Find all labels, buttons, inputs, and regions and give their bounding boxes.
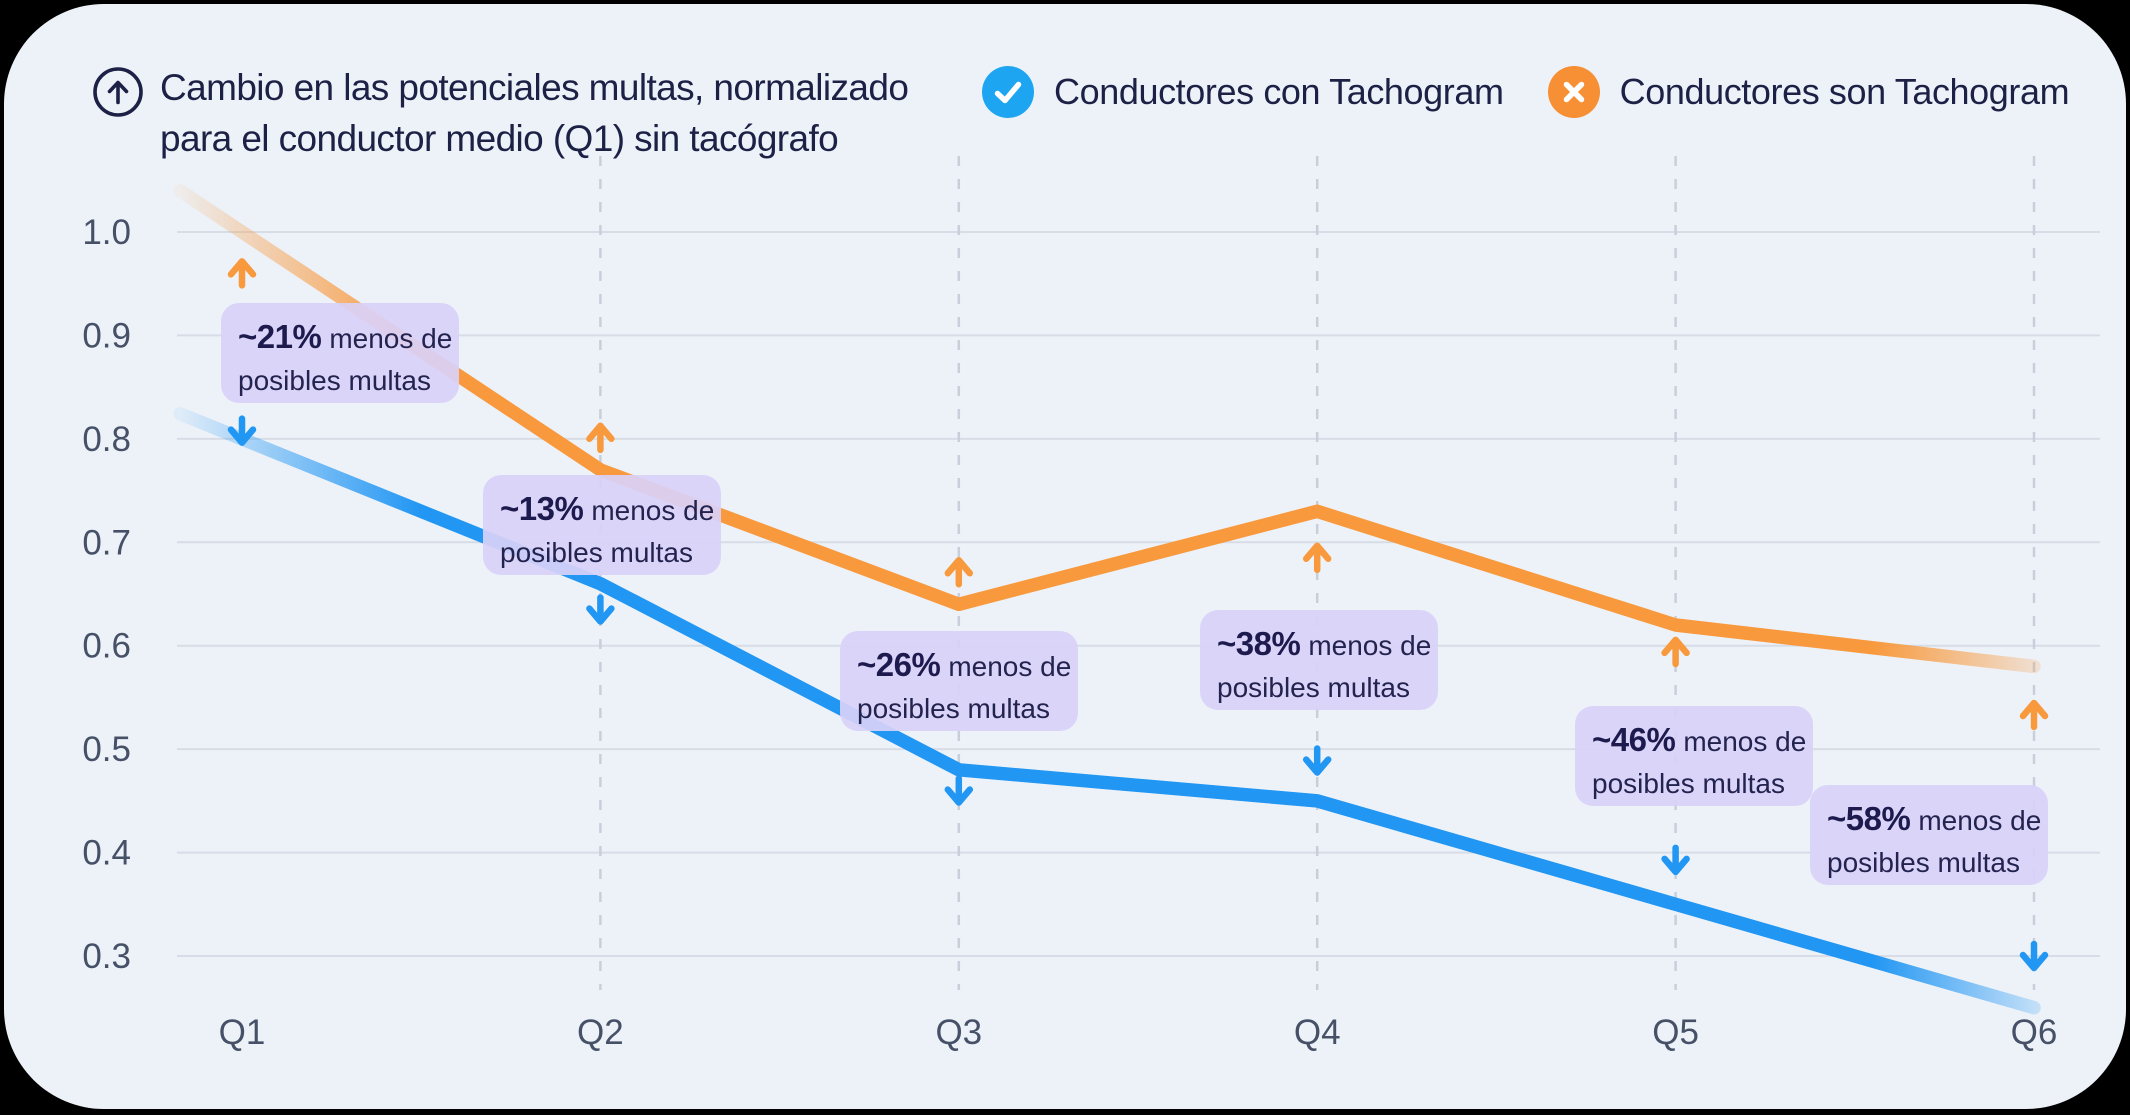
up-arrow-icon [1302, 542, 1332, 574]
y-axis-labels: 1.0 0.9 0.8 0.7 0.6 0.5 0.4 0.3 [82, 213, 131, 976]
down-arrow-markers [227, 415, 2049, 972]
down-arrow-icon [944, 775, 974, 806]
callout-percent: ~46% [1592, 721, 1676, 758]
chart-title: Cambio en las potenciales multas, normal… [160, 62, 909, 164]
callout-line2: posibles multas [857, 693, 1050, 724]
svg-text:0.7: 0.7 [82, 523, 131, 562]
svg-text:0.5: 0.5 [82, 730, 131, 769]
callout-percent: ~26% [857, 646, 941, 683]
legend-item-son-tachogram[interactable]: Conductores son Tachogram [1547, 66, 2070, 118]
check-circle-icon [982, 66, 1034, 118]
callout-line1: ~46% menos de [1592, 721, 1807, 758]
callout-line1: ~21% menos de [238, 318, 453, 355]
svg-text:0.8: 0.8 [82, 420, 131, 459]
callout-line2: posibles multas [1217, 672, 1410, 703]
callout-q1-reduction: ~21% menos de posibles multas [221, 303, 459, 403]
callout-line1: ~13% menos de [500, 490, 715, 527]
svg-text:0.3: 0.3 [82, 937, 131, 976]
callout-q2-reduction: ~13% menos de posibles multas [483, 475, 721, 575]
svg-text:Q6: Q6 [2011, 1013, 2058, 1052]
callout-line1: ~58% menos de [1827, 800, 2042, 837]
callout-percent: ~21% [238, 318, 322, 355]
down-arrow-icon [586, 594, 615, 625]
callout-q6-reduction: ~58% menos de posibles multas [1810, 785, 2048, 885]
chart-card: 1.0 0.9 0.8 0.7 0.6 0.5 0.4 0.3 Q1 Q2 Q3 Q4 Q5 Q6 Cam… [4, 4, 2126, 1109]
svg-text:Q3: Q3 [935, 1013, 982, 1052]
chart-title-line2: para el conductor medio (Q1) sin tacógra… [160, 118, 839, 159]
up-arrow-icon [1661, 636, 1690, 668]
down-arrow-icon [1302, 745, 1332, 776]
callout-line1: ~26% menos de [857, 646, 1072, 683]
legend-label: Conductores son Tachogram [1619, 71, 2070, 112]
callout-line2: posibles multas [1592, 768, 1785, 799]
callout-percent: ~13% [500, 490, 584, 527]
up-arrow-icon [944, 557, 974, 588]
callout-line2: posibles multas [238, 365, 431, 396]
callout-line2: posibles multas [500, 537, 693, 568]
legend-item-con-tachogram[interactable]: Conductores con Tachogram [982, 66, 1504, 118]
svg-text:0.6: 0.6 [82, 627, 131, 666]
up-arrow-icon [227, 258, 257, 289]
callout-percent: ~38% [1217, 625, 1301, 662]
svg-text:1.0: 1.0 [82, 213, 131, 252]
svg-text:0.4: 0.4 [82, 834, 131, 873]
svg-text:Q1: Q1 [219, 1013, 266, 1052]
svg-text:0.9: 0.9 [82, 316, 131, 355]
up-arrow-icon [586, 422, 615, 454]
down-arrow-icon [1661, 844, 1690, 876]
up-arrow-icon [2019, 699, 2049, 731]
chart-title-line1: Cambio en las potenciales multas, normal… [160, 67, 909, 108]
down-arrow-icon [2019, 940, 2049, 972]
x-circle-icon [1547, 66, 1600, 118]
down-arrow-icon [227, 415, 257, 446]
up-arrow-markers [227, 258, 2049, 731]
callout-line2: posibles multas [1827, 847, 2020, 878]
series-line-son-tachogram [173, 184, 2041, 674]
legend-label: Conductores con Tachogram [1054, 71, 1504, 112]
legend: Conductores con Tachogram Conductores so… [982, 66, 2070, 118]
svg-text:Q2: Q2 [577, 1013, 624, 1052]
callout-q4-reduction: ~38% menos de posibles multas [1200, 610, 1438, 710]
x-axis-labels: Q1 Q2 Q3 Q4 Q5 Q6 [219, 1013, 2058, 1052]
trend-up-circle-icon [92, 66, 144, 118]
callout-percent: ~58% [1827, 800, 1911, 837]
callout-line1: ~38% menos de [1217, 625, 1432, 662]
callout-q3-reduction: ~26% menos de posibles multas [840, 631, 1078, 731]
svg-text:Q5: Q5 [1652, 1013, 1699, 1052]
callout-q5-reduction: ~46% menos de posibles multas [1575, 706, 1813, 806]
svg-text:Q4: Q4 [1294, 1013, 1341, 1052]
line-chart: 1.0 0.9 0.8 0.7 0.6 0.5 0.4 0.3 Q1 Q2 Q3 Q4 Q5 Q6 [82, 156, 2100, 1052]
